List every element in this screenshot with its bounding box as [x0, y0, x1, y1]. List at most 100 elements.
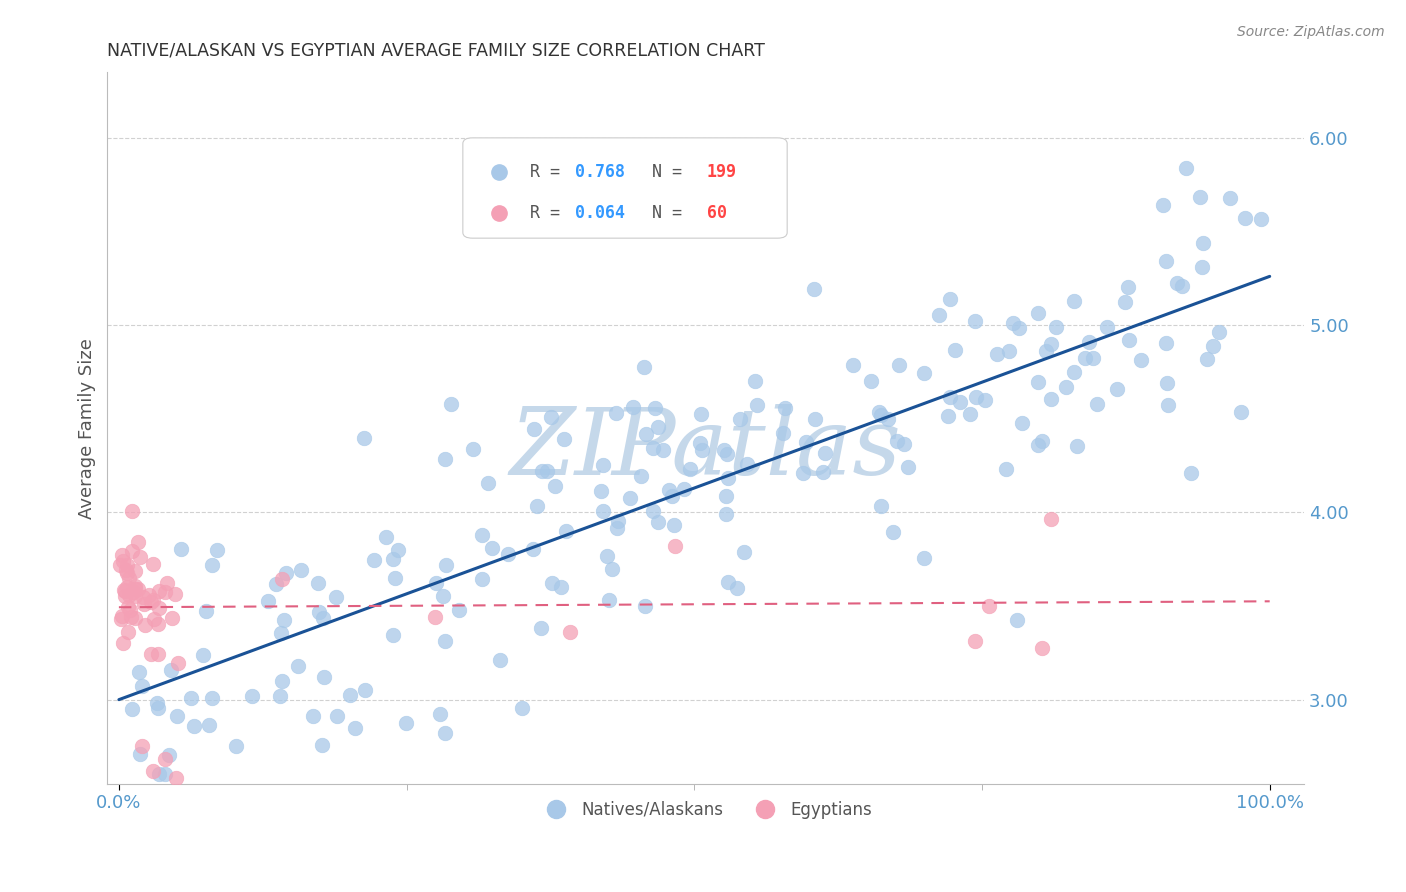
Point [733, 545, 755, 559]
Point [148, 600, 170, 615]
Point [886, 434, 908, 448]
Point [1083, 351, 1105, 366]
Point [1116, 279, 1139, 293]
Point [678, 462, 700, 476]
Y-axis label: Average Family Size: Average Family Size [79, 338, 96, 518]
Point [943, 343, 966, 357]
Point [1189, 190, 1212, 204]
FancyBboxPatch shape [463, 138, 787, 238]
Point [1170, 278, 1192, 293]
Point [643, 504, 665, 518]
Text: 60: 60 [707, 204, 727, 222]
Point [142, 592, 165, 607]
Point [1191, 260, 1213, 274]
Point [131, 679, 153, 693]
Point [536, 464, 558, 478]
Text: ZIPatlas: ZIPatlas [510, 404, 901, 494]
Point [471, 572, 494, 586]
Point [690, 442, 713, 457]
Point [522, 542, 544, 557]
Point [271, 673, 294, 688]
Text: R =: R = [530, 163, 569, 181]
Point [745, 398, 768, 412]
Point [165, 587, 187, 601]
Point [433, 452, 456, 467]
Point [877, 412, 900, 426]
Point [939, 292, 962, 306]
Point [555, 524, 578, 538]
Point [128, 549, 150, 564]
Point [995, 462, 1018, 476]
Point [814, 446, 837, 460]
Point [842, 358, 865, 372]
Point [108, 558, 131, 573]
Point [167, 656, 190, 670]
Point [127, 535, 149, 549]
Text: 0.768: 0.768 [575, 163, 626, 181]
Point [148, 583, 170, 598]
Point [1035, 344, 1057, 359]
Point [326, 709, 349, 723]
Point [636, 426, 658, 441]
Point [287, 659, 309, 673]
Point [121, 701, 143, 715]
Point [592, 504, 614, 518]
Point [550, 580, 572, 594]
Point [477, 476, 499, 491]
Point [434, 634, 457, 648]
Point [1233, 211, 1256, 225]
Point [977, 599, 1000, 614]
Point [256, 594, 278, 608]
Point [440, 397, 463, 411]
Point [146, 617, 169, 632]
Point [207, 543, 229, 558]
Point [728, 412, 751, 426]
Point [1107, 382, 1129, 396]
Point [471, 528, 494, 542]
Point [1230, 405, 1253, 419]
Point [153, 752, 176, 766]
Point [897, 459, 920, 474]
Point [121, 544, 143, 558]
Point [146, 647, 169, 661]
Point [725, 581, 748, 595]
Point [744, 375, 766, 389]
Point [1175, 161, 1198, 176]
Point [811, 466, 834, 480]
Point [425, 576, 447, 591]
Point [1154, 335, 1177, 350]
Point [530, 621, 553, 635]
Point [134, 618, 156, 632]
Point [432, 589, 454, 603]
Point [115, 558, 138, 572]
Point [1078, 334, 1101, 349]
Point [344, 721, 367, 735]
Point [882, 524, 904, 539]
Point [928, 308, 950, 322]
Point [142, 764, 165, 778]
Point [132, 598, 155, 612]
Point [870, 499, 893, 513]
Point [201, 691, 224, 706]
Point [198, 718, 221, 732]
Point [423, 609, 446, 624]
Point [387, 543, 409, 558]
Point [664, 517, 686, 532]
Point [605, 406, 627, 420]
Point [531, 464, 554, 478]
Point [127, 582, 149, 597]
Point [481, 541, 503, 556]
Point [647, 516, 669, 530]
Point [735, 458, 758, 472]
Point [290, 563, 312, 577]
Point [860, 374, 883, 388]
Point [1208, 325, 1230, 339]
Point [146, 696, 169, 710]
Point [1152, 198, 1174, 212]
Point [434, 726, 457, 740]
Point [1011, 416, 1033, 430]
Point [690, 407, 713, 421]
Point [598, 592, 620, 607]
Text: 199: 199 [707, 163, 737, 181]
Point [974, 392, 997, 407]
